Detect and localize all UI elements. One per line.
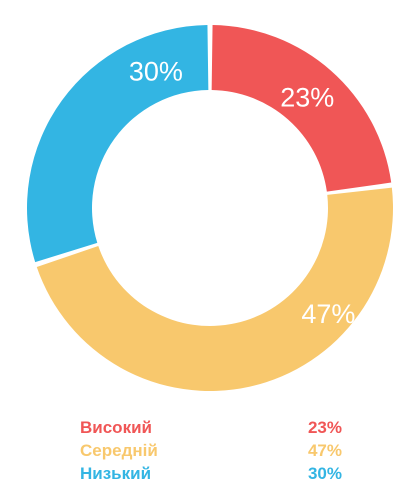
legend-label-high: Високий	[80, 418, 152, 437]
legend-value-low: 30%	[307, 464, 342, 483]
legend-item-low: Низький 30%	[80, 462, 342, 485]
legend-value-high: 23%	[307, 418, 342, 437]
slice-medium	[36, 187, 393, 391]
legend-value-medium: 47%	[307, 441, 342, 460]
slice-label-high: 23%	[280, 83, 334, 113]
slice-label-low: 30%	[129, 56, 183, 86]
slice-low	[26, 25, 209, 263]
legend-item-medium: Середній 47%	[80, 439, 342, 462]
legend-label-low: Низький	[80, 464, 152, 483]
legend-item-high: Високий 23%	[80, 416, 342, 439]
donut-slice-labels: 23% 47% 30%	[129, 56, 356, 329]
slice-high	[211, 25, 392, 192]
donut-slices	[26, 25, 393, 391]
donut-chart: 23% 47% 30%	[26, 25, 393, 391]
legend: Високий 23% Середній 47% Низький 30%	[80, 416, 342, 485]
legend-label-medium: Середній	[80, 441, 158, 460]
slice-label-medium: 47%	[301, 299, 355, 329]
